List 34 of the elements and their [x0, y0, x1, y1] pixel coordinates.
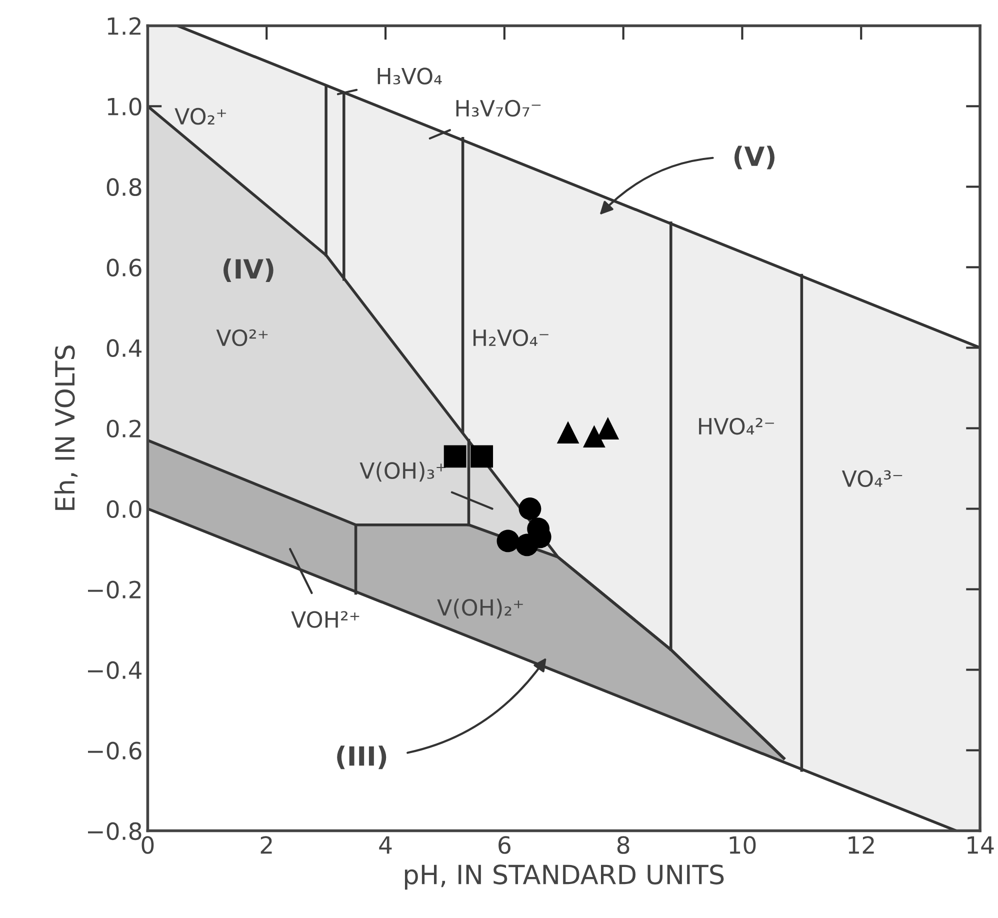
annotation: VO²⁺: [216, 329, 268, 346]
x-tick-label: 4: [379, 836, 392, 854]
y-tick-label: −0.6: [88, 742, 142, 760]
y-tick-label: 1.2: [108, 17, 140, 35]
annotation: (IV): [224, 258, 274, 282]
annotation: H₂VO₄⁻: [474, 329, 548, 346]
y-axis-title: Eh, IN VOLTS: [54, 346, 78, 510]
x-tick-label: 10: [730, 836, 756, 854]
annotation: VO₄³⁻: [842, 470, 902, 488]
y-tick-label: −0.4: [88, 661, 142, 680]
y-tick-label: 0.4: [106, 339, 142, 358]
annotation: (V): [734, 146, 774, 170]
x-tick-label: 6: [498, 836, 510, 854]
annotation: VOH²⁺: [291, 611, 360, 628]
x-tick-label: 8: [617, 836, 630, 854]
annotation: V(OH)₃⁺: [360, 462, 446, 482]
annotation: VO₂⁺: [174, 108, 226, 125]
y-tick-label: −0.2: [88, 580, 140, 599]
y-tick-label: 0.8: [106, 178, 142, 196]
y-tick-label: 0.6: [106, 258, 142, 277]
annotation: H₃VO₄: [378, 68, 442, 84]
y-tick-label: 1.0: [108, 98, 142, 116]
y-tick-label: −0.8: [88, 822, 142, 840]
x-tick-label: 0: [142, 836, 154, 854]
y-tick-label: 0.2: [106, 420, 140, 438]
annotation: H₃V₇O₇⁻: [456, 100, 541, 117]
annotation: HVO₄²⁻: [699, 418, 774, 435]
annotation: V(OH)₂⁺: [437, 598, 523, 618]
y-tick-label: 0.0: [106, 500, 142, 518]
annotation: (III): [337, 746, 386, 770]
x-axis-title: pH, IN STANDARD UNITS: [404, 864, 724, 890]
x-tick-label: 14: [968, 836, 994, 854]
x-tick-label: 12: [848, 836, 874, 854]
x-tick-label: 2: [260, 836, 272, 854]
